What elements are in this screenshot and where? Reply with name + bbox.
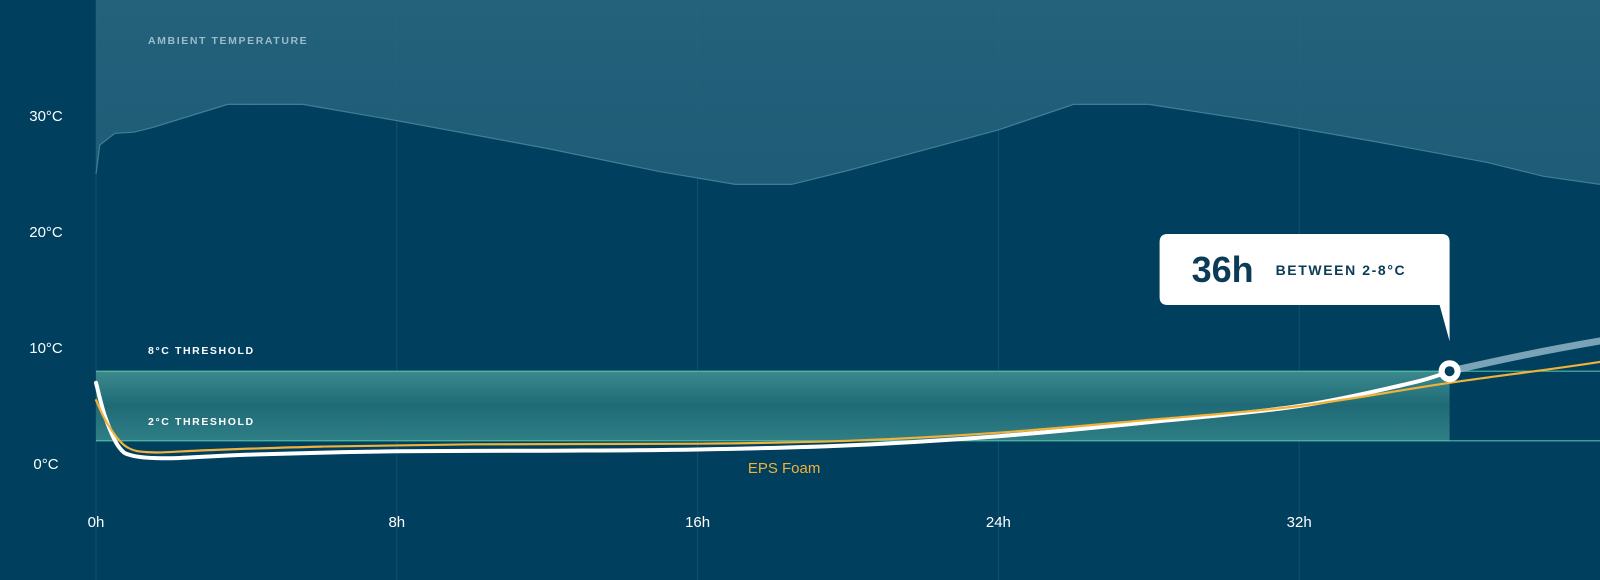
x-tick-label: 8h — [388, 514, 405, 531]
series-lines — [94, 337, 1600, 461]
x-tick-label: 16h — [685, 514, 710, 531]
y-tick-label: 20°C — [29, 224, 63, 241]
y-axis-ticks: 0°C 10°C 20°C 30°C — [29, 108, 63, 473]
series-line-extension — [1446, 337, 1600, 375]
x-tick-label: 32h — [1287, 514, 1312, 531]
ambient-area — [96, 0, 1600, 185]
y-tick-label: 0°C — [33, 456, 58, 473]
ambient-temperature-label: AMBIENT TEMPERATURE — [148, 35, 308, 47]
callout-text: BETWEEN 2-8°C — [1276, 262, 1407, 278]
series-line-white — [94, 369, 1452, 461]
safe-range-band — [96, 371, 1450, 441]
x-tick-label: 0h — [88, 514, 105, 531]
safe-band — [96, 371, 1450, 441]
chart-labels: AMBIENT TEMPERATURE 8°C THRESHOLD 2°C THRE… — [148, 35, 820, 477]
duration-callout: 36h BETWEEN 2-8°C — [1159, 234, 1461, 383]
callout-marker-center — [1444, 366, 1455, 377]
x-axis-ticks: 0h 8h 16h 24h 32h — [88, 514, 1312, 531]
ambient-line — [95, 103, 1600, 185]
x-tick-label: 24h — [986, 514, 1011, 531]
series-label-eps-foam: EPS Foam — [748, 460, 821, 477]
callout-box — [1159, 234, 1450, 342]
series-line-eps-foam — [94, 360, 1600, 454]
callout-value: 36h — [1192, 249, 1254, 290]
y-tick-label: 30°C — [29, 108, 63, 125]
ambient-temperature-area — [95, 0, 1600, 185]
y-tick-label: 10°C — [29, 340, 63, 357]
threshold-2c-label: 2°C THRESHOLD — [148, 416, 255, 428]
threshold-8c-label: 8°C THRESHOLD — [148, 345, 255, 357]
